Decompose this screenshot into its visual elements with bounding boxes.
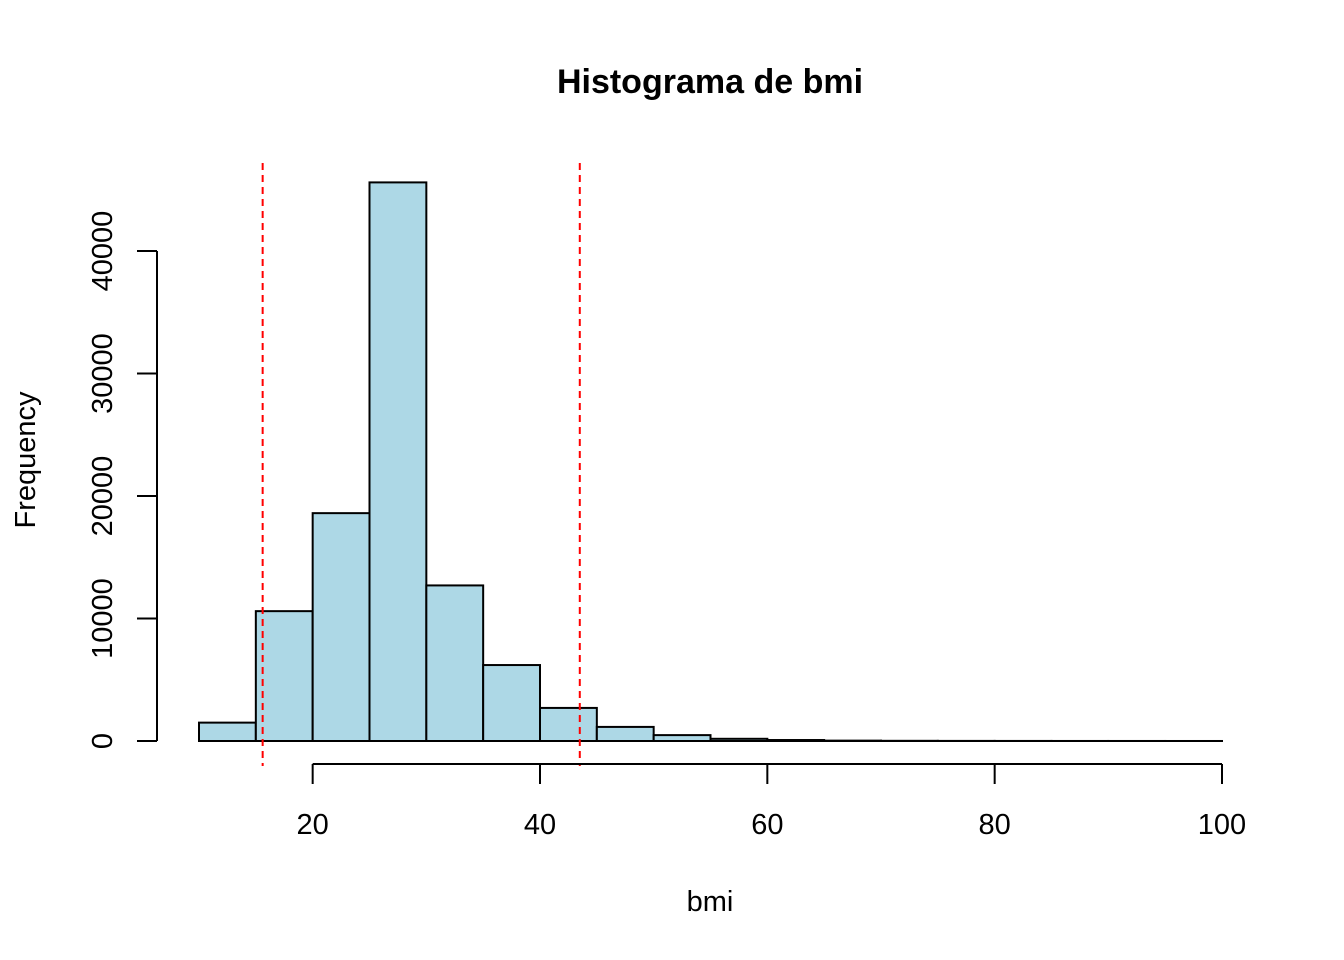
histogram-bar	[368, 181, 428, 742]
y-tick-label: 10000	[87, 578, 119, 659]
histogram-bar	[709, 737, 769, 742]
x-tick-label: 100	[1198, 809, 1246, 841]
x-axis-label: bmi	[687, 886, 734, 918]
histogram-bar	[539, 706, 598, 742]
x-tick-label: 60	[751, 809, 783, 841]
y-tick-label: 30000	[87, 333, 119, 414]
x-tick-label: 80	[979, 809, 1011, 841]
histogram-bar	[482, 664, 541, 742]
reference-lines-group	[261, 163, 581, 766]
histogram-bar	[254, 610, 314, 743]
x-tick-label: 20	[297, 809, 329, 841]
y-tick-label: 0	[87, 733, 119, 749]
y-axis: 0 10000 20000 30000 40000	[87, 211, 158, 749]
histogram-bar	[425, 584, 485, 742]
x-axis: 20 40 60 80 100	[297, 763, 1246, 841]
chart-title: Histograma de bmi	[557, 63, 863, 101]
histogram-bar	[311, 512, 371, 743]
histogram-bar	[595, 725, 655, 742]
y-axis-label: Frequency	[10, 391, 42, 529]
histogram-bar	[198, 721, 257, 742]
x-tick-label: 40	[524, 809, 556, 841]
bars-group	[198, 181, 1223, 743]
y-tick-label: 40000	[87, 211, 119, 292]
histogram-bar	[766, 739, 826, 743]
y-tick-label: 20000	[87, 456, 119, 537]
histogram-bar	[652, 734, 712, 742]
